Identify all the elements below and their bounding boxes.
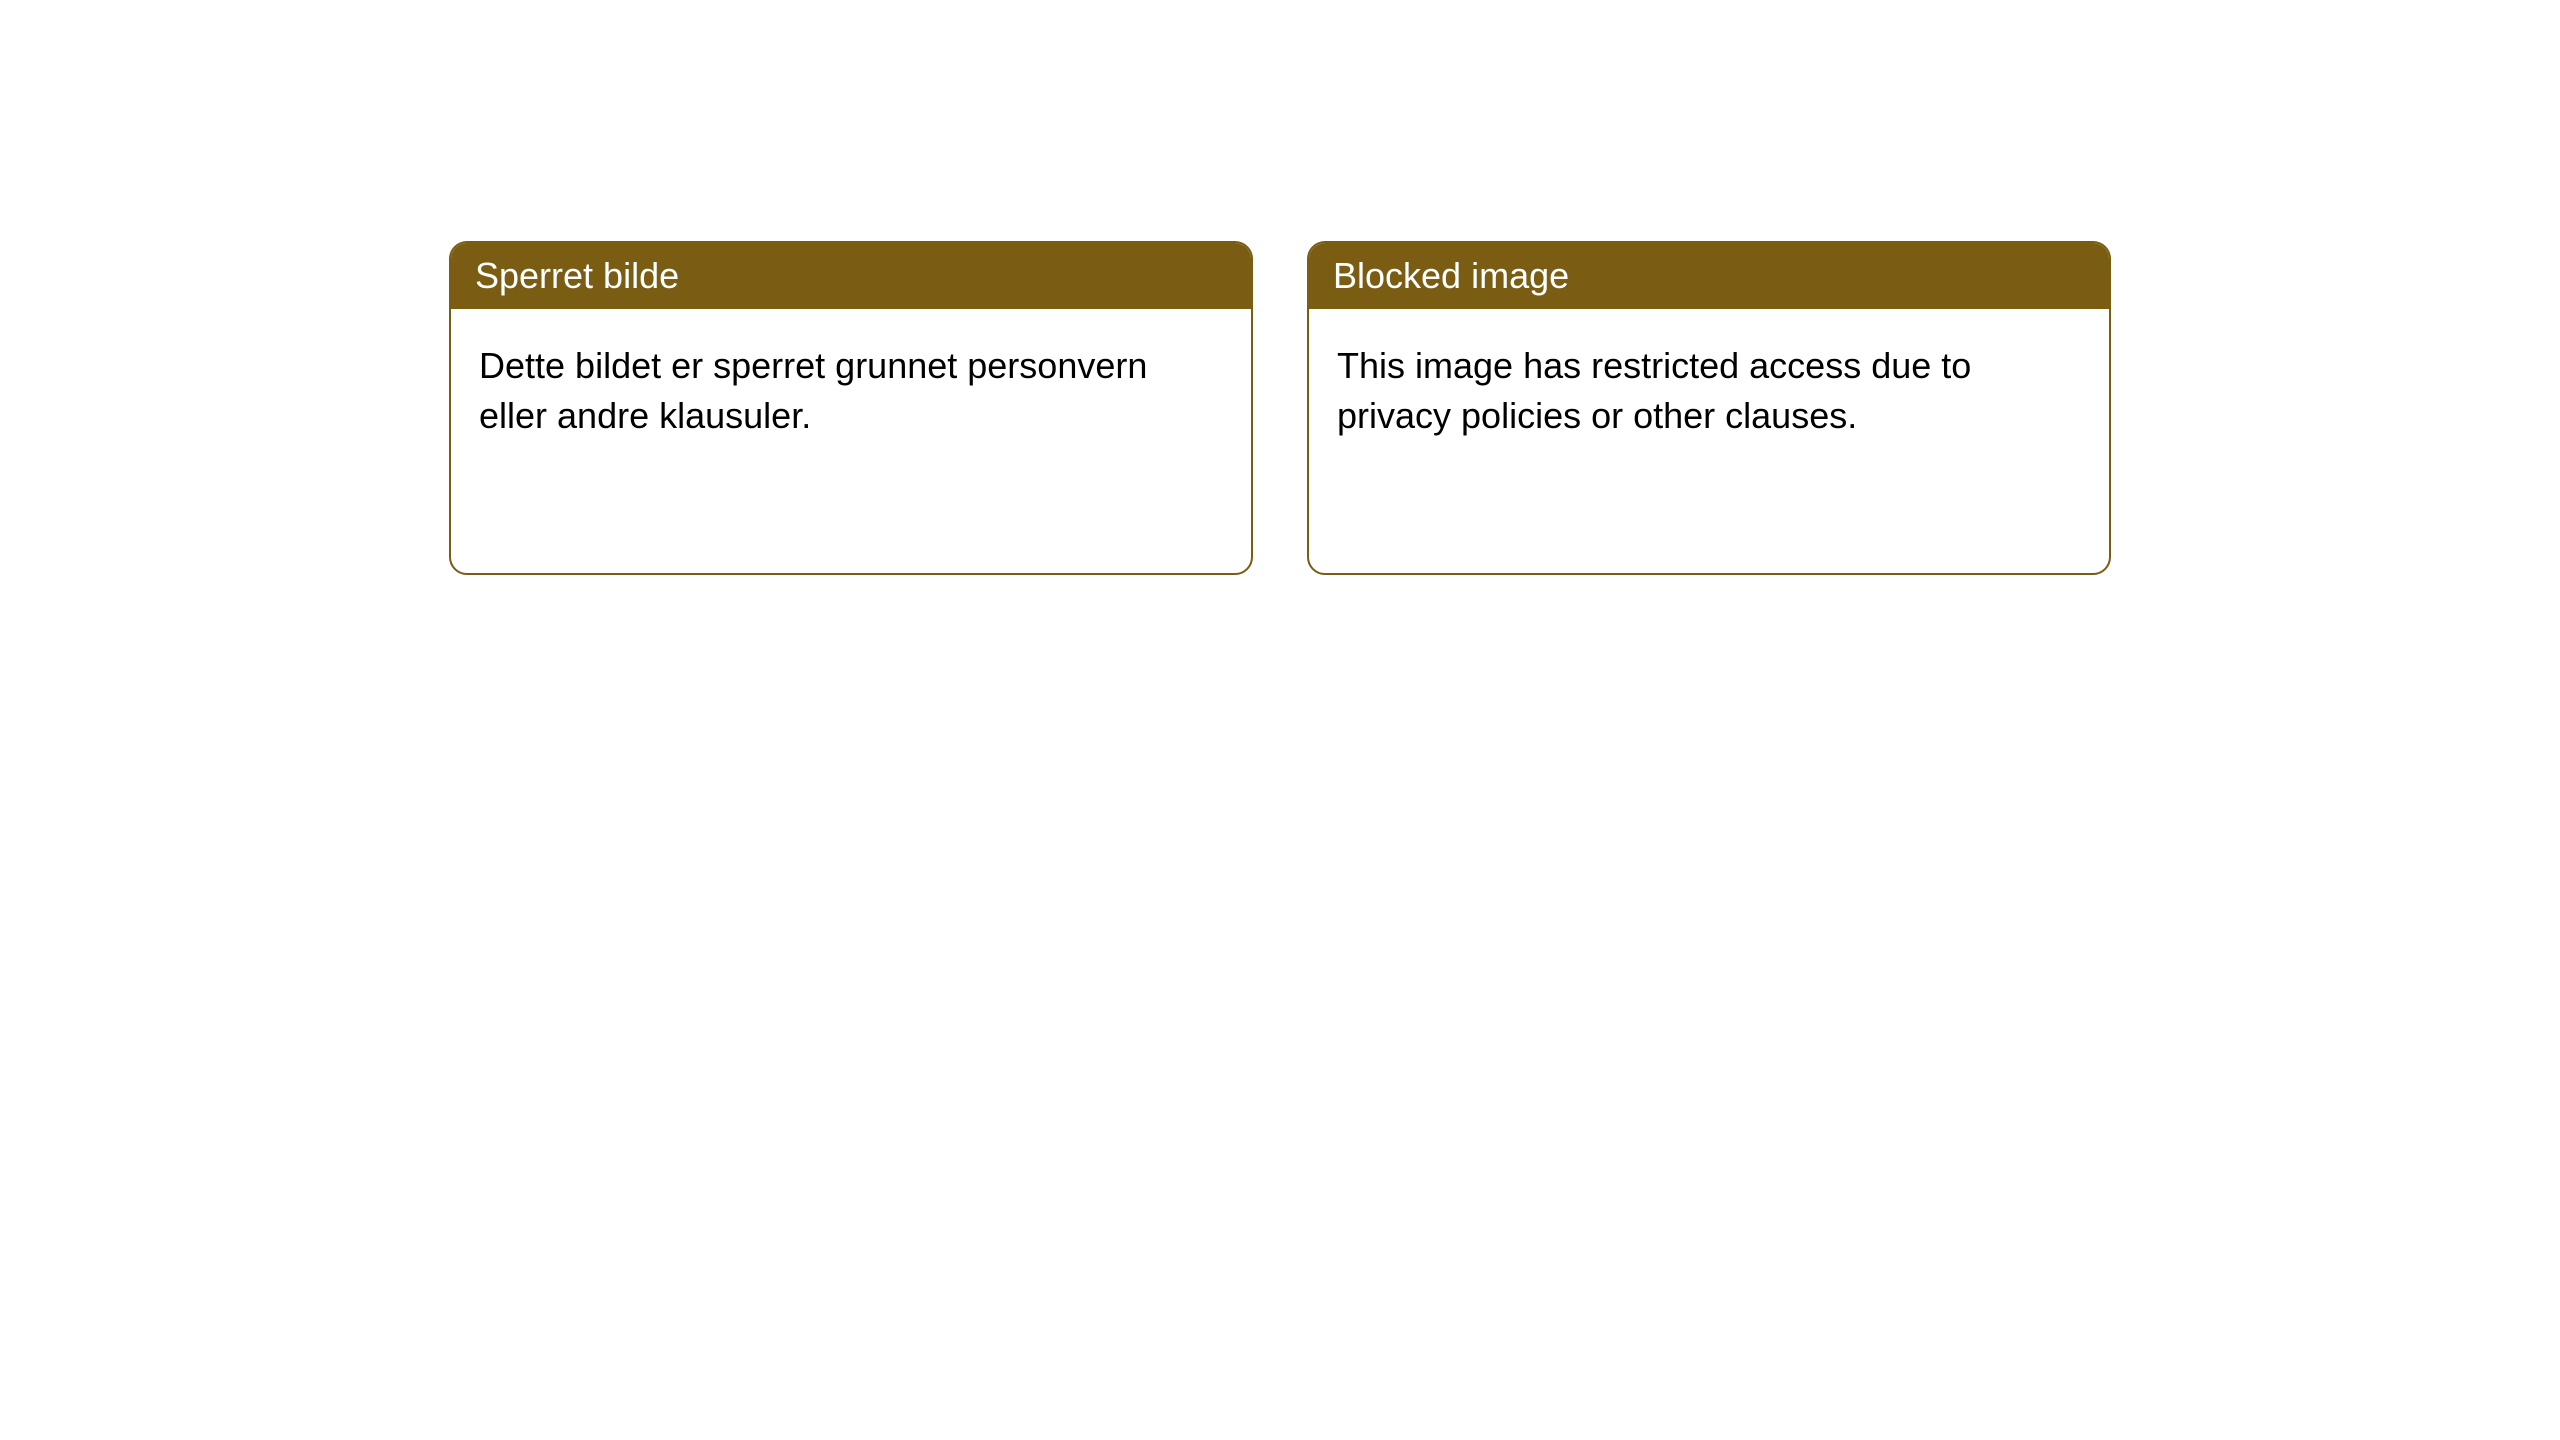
panel-body-text: This image has restricted access due to … — [1337, 345, 1971, 436]
panel-body-text: Dette bildet er sperret grunnet personve… — [479, 345, 1147, 436]
notice-panel-norwegian: Sperret bilde Dette bildet er sperret gr… — [449, 241, 1253, 575]
notice-panel-english: Blocked image This image has restricted … — [1307, 241, 2111, 575]
notice-panels-container: Sperret bilde Dette bildet er sperret gr… — [449, 241, 2111, 575]
panel-body: This image has restricted access due to … — [1309, 309, 2109, 474]
panel-header: Blocked image — [1309, 243, 2109, 309]
panel-body: Dette bildet er sperret grunnet personve… — [451, 309, 1251, 474]
panel-title-text: Sperret bilde — [475, 255, 679, 296]
panel-title-text: Blocked image — [1333, 255, 1569, 296]
panel-header: Sperret bilde — [451, 243, 1251, 309]
